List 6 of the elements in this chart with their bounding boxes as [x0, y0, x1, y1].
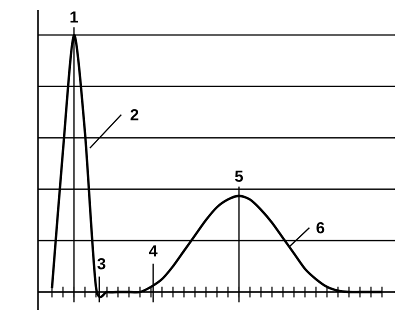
annotation: 6	[316, 222, 324, 234]
annotation: 5	[235, 170, 243, 182]
annotation: 3	[97, 258, 106, 270]
text: 1	[70, 12, 78, 22]
annotation: 4	[148, 245, 158, 256]
annotation: 2	[130, 109, 138, 120]
